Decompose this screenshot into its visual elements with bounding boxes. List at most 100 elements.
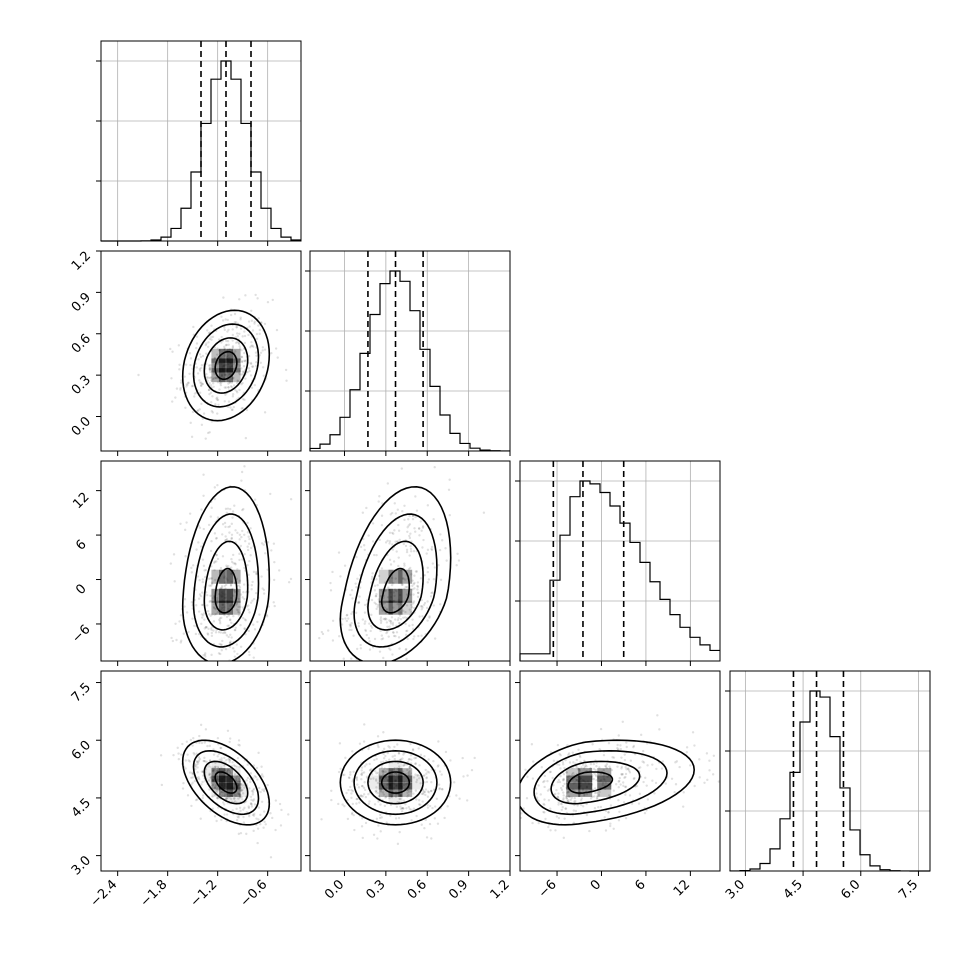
sample-point	[430, 547, 433, 551]
sample-point	[236, 391, 239, 394]
sample-point	[602, 775, 605, 778]
sample-point	[192, 325, 195, 329]
sample-point	[419, 782, 422, 785]
sample-point	[227, 769, 230, 772]
density-cell	[369, 775, 384, 790]
sample-point	[412, 583, 415, 586]
sample-point	[433, 465, 436, 469]
sample-point	[430, 545, 434, 549]
sample-point	[595, 791, 598, 795]
sample-point	[222, 609, 226, 612]
sample-point	[557, 803, 560, 806]
sample-point	[266, 783, 269, 787]
sample-point	[233, 312, 237, 316]
sample-point	[238, 579, 242, 582]
sample-point	[210, 631, 214, 635]
sample-point	[237, 611, 240, 614]
sample-point	[372, 777, 375, 780]
sample-point	[378, 773, 381, 776]
sample-point	[581, 789, 585, 792]
sample-point	[225, 634, 229, 637]
sample-point	[205, 626, 208, 629]
sample-point	[243, 627, 246, 630]
sample-point	[188, 352, 192, 355]
sample-point	[682, 791, 685, 794]
sample-point	[252, 345, 255, 348]
sample-point	[238, 345, 241, 348]
sample-point	[231, 346, 235, 349]
sample-point	[439, 603, 442, 606]
sample-point	[419, 605, 423, 608]
sample-point	[415, 798, 418, 801]
sample-point	[207, 523, 211, 527]
sample-point	[384, 776, 387, 779]
sample-point	[243, 618, 247, 621]
sample-point	[223, 606, 226, 609]
sample-point	[637, 766, 641, 770]
sample-point	[210, 581, 214, 584]
density-cell	[407, 775, 422, 790]
sample-point	[252, 764, 256, 767]
sample-point	[398, 647, 401, 650]
sample-point	[514, 827, 516, 829]
sample-point	[248, 559, 251, 563]
sample-point	[245, 605, 249, 608]
sample-point	[376, 605, 379, 608]
sample-point	[414, 530, 417, 533]
sample-point	[233, 590, 236, 593]
y-tick-label-p2: 12	[70, 490, 92, 512]
sample-point	[211, 377, 215, 381]
sample-point	[180, 379, 183, 382]
sample-point	[609, 804, 613, 807]
sample-point	[184, 406, 187, 410]
sample-point	[198, 632, 201, 636]
sample-point	[369, 777, 373, 781]
sample-point	[238, 806, 242, 809]
sample-point	[209, 391, 213, 394]
sample-point	[234, 341, 238, 345]
sample-point	[547, 825, 550, 829]
sample-point	[247, 629, 250, 633]
sample-point	[344, 617, 347, 620]
sample-point	[708, 769, 711, 772]
sample-point	[207, 364, 211, 367]
sample-point	[229, 771, 232, 775]
sample-point	[364, 795, 368, 799]
sample-point	[653, 792, 656, 795]
sample-point	[341, 617, 344, 621]
sample-point	[266, 300, 270, 304]
sample-point	[552, 759, 556, 762]
sample-point	[420, 634, 423, 637]
sample-point	[375, 772, 378, 775]
sample-point	[608, 765, 611, 768]
sample-point	[213, 560, 217, 563]
sample-point	[239, 809, 242, 813]
sample-point	[398, 797, 401, 801]
sample-point	[409, 545, 412, 548]
sample-point	[211, 411, 215, 414]
sample-point	[251, 365, 255, 368]
sample-point	[379, 629, 382, 633]
sample-point	[274, 799, 278, 802]
sample-point	[394, 540, 397, 543]
sample-point	[373, 589, 377, 592]
sample-point	[330, 789, 333, 792]
sample-point	[251, 799, 255, 802]
sample-point	[557, 778, 560, 782]
sample-point	[388, 746, 391, 749]
sample-point	[232, 614, 235, 618]
sample-point	[243, 359, 246, 363]
sample-point	[446, 805, 449, 808]
sample-point	[409, 566, 412, 570]
sample-point	[406, 530, 409, 534]
sample-point	[343, 564, 347, 567]
sample-point	[159, 754, 163, 757]
sample-point	[540, 766, 543, 769]
sample-point	[404, 610, 407, 614]
sample-point	[417, 777, 421, 780]
sample-point	[349, 625, 352, 628]
sample-point	[607, 742, 611, 745]
sample-point	[423, 601, 427, 605]
sample-point	[211, 795, 214, 798]
sample-point	[359, 647, 363, 650]
